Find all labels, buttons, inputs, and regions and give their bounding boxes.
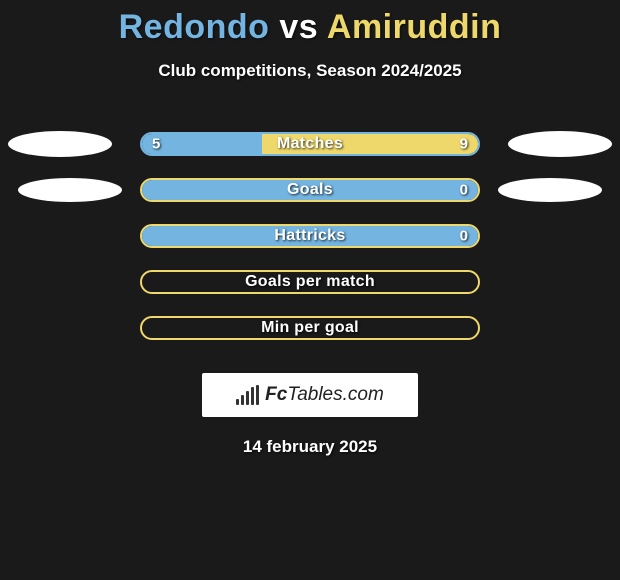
vs-label: vs	[279, 8, 318, 46]
comparison-widget: Redondo vs Amiruddin Club competitions, …	[0, 0, 620, 457]
stat-row: 0Hattricks	[0, 213, 620, 259]
stat-bar-fill-left	[142, 134, 262, 154]
logo-text-suffix: .com	[343, 384, 384, 405]
stat-label: Goals per match	[142, 273, 478, 291]
logo-content: FcTables.com	[236, 384, 384, 406]
fctables-logo[interactable]: FcTables.com	[202, 373, 418, 417]
stat-bar-fill-left	[142, 226, 478, 246]
stat-bar: Goals per match	[140, 270, 480, 294]
page-title: Redondo vs Amiruddin	[0, 8, 620, 47]
player1-badge	[8, 131, 112, 157]
logo-bars-icon	[236, 385, 259, 405]
stat-row: Min per goal	[0, 305, 620, 351]
player2-name: Amiruddin	[327, 8, 501, 46]
player1-name: Redondo	[119, 8, 270, 46]
subtitle: Club competitions, Season 2024/2025	[0, 61, 620, 81]
stat-label: Min per goal	[142, 319, 478, 337]
stat-row: 0Goals	[0, 167, 620, 213]
player2-badge	[498, 178, 602, 202]
stat-row: Goals per match	[0, 259, 620, 305]
date-label: 14 february 2025	[0, 437, 620, 457]
stats-list: 59Matches 0Goals 0Hattricks Goals per match…	[0, 121, 620, 351]
stat-bar-fill-left	[142, 180, 478, 200]
logo-text-bold: Fc	[265, 384, 287, 405]
player2-badge	[508, 131, 612, 157]
logo-text-rest: Tables	[287, 384, 342, 405]
stat-bar: 0Goals	[140, 178, 480, 202]
stat-bar: 59Matches	[140, 132, 480, 156]
stat-bar: Min per goal	[140, 316, 480, 340]
stat-bar: 0Hattricks	[140, 224, 480, 248]
stat-bar-fill-right	[262, 134, 478, 154]
player1-badge	[18, 178, 122, 202]
stat-row: 59Matches	[0, 121, 620, 167]
logo-text: FcTables.com	[265, 384, 384, 406]
